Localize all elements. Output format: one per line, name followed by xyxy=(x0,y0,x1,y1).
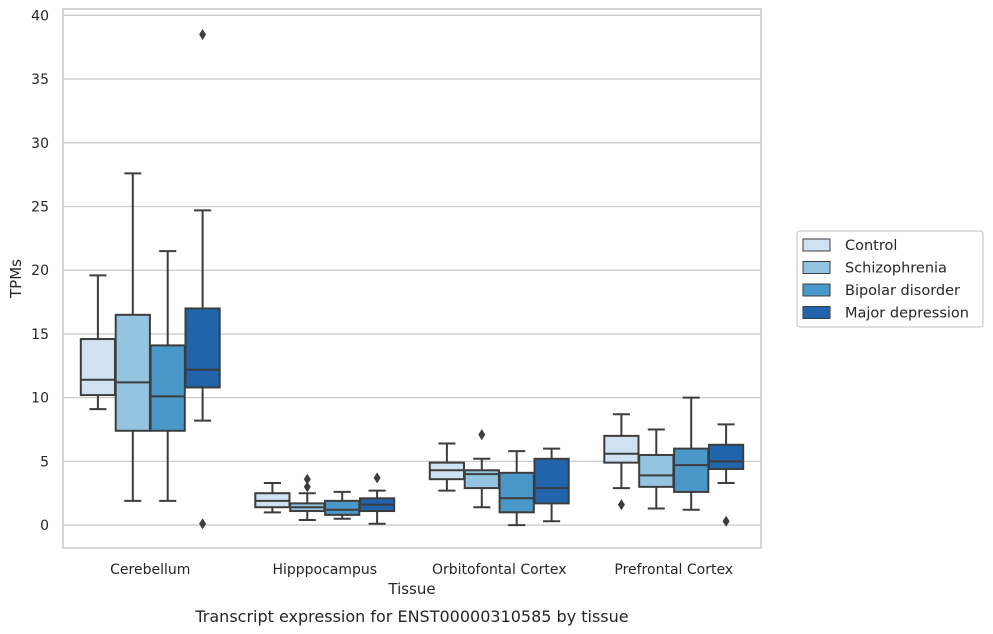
legend-swatch xyxy=(802,306,831,319)
y-tick-label: 35 xyxy=(31,72,49,88)
outlier-point xyxy=(373,472,381,484)
x-tick-label: Cerebellum xyxy=(110,562,190,578)
outlier-point xyxy=(199,518,207,530)
x-tick-label: Hipppocampus xyxy=(272,562,377,578)
outlier-point xyxy=(722,515,730,527)
box-schizophrenia xyxy=(289,473,326,521)
box-iqr xyxy=(184,307,221,389)
box-major-depression xyxy=(358,472,396,525)
box-iqr xyxy=(707,443,745,470)
y-tick-label: 25 xyxy=(31,200,49,216)
outlier-point xyxy=(617,499,625,511)
box-iqr xyxy=(533,457,570,505)
y-tick-label: 5 xyxy=(40,454,49,470)
box-control xyxy=(79,274,117,411)
legend-frame xyxy=(796,230,984,328)
x-tick-label: Prefrontal Cortex xyxy=(614,562,733,578)
box-iqr xyxy=(498,471,535,514)
box-major-depression xyxy=(184,28,221,530)
box-major-depression xyxy=(707,423,745,527)
outlier-point xyxy=(478,429,486,441)
y-axis-label: TPMs xyxy=(7,259,25,299)
legend-swatch xyxy=(802,283,831,297)
x-axis-label: Tissue xyxy=(387,580,435,598)
legend-label: Major depression xyxy=(845,306,969,322)
y-tick-label: 10 xyxy=(31,391,49,407)
x-tick-label: Orbitofontal Cortex xyxy=(432,562,567,578)
outlier-point xyxy=(199,28,207,40)
box-bipolar-disorder xyxy=(498,450,535,527)
plot-frame xyxy=(62,8,762,549)
outlier-point xyxy=(303,481,311,493)
y-tick-label: 40 xyxy=(31,8,49,24)
box-iqr xyxy=(673,447,710,493)
box-control xyxy=(254,482,291,514)
chart-caption: Transcript expression for ENST0000031058… xyxy=(194,607,628,626)
legend-swatch xyxy=(802,238,831,252)
box-iqr xyxy=(638,453,675,488)
box-iqr xyxy=(603,434,640,464)
box-control xyxy=(428,442,466,492)
box-iqr xyxy=(463,469,500,490)
box-iqr xyxy=(79,338,117,397)
y-tick-label: 20 xyxy=(31,263,49,279)
box-bipolar-disorder xyxy=(673,396,710,511)
box-schizophrenia xyxy=(114,172,151,502)
y-tick-label: 15 xyxy=(31,327,49,343)
box-iqr xyxy=(114,313,151,432)
y-tick-label: 0 xyxy=(40,518,49,534)
legend-label: Control xyxy=(845,238,897,254)
y-tick-labels: 0 5 10 15 20 25 30 35 40 xyxy=(31,8,49,534)
box-major-depression xyxy=(533,447,570,523)
legend-label: Schizophrenia xyxy=(845,261,947,277)
box-iqr xyxy=(149,344,186,432)
box-bipolar-disorder xyxy=(149,250,186,502)
outlier-point xyxy=(303,473,311,485)
x-tick-labels: Cerebellum Hipppocampus Orbitofontal Corte… xyxy=(110,562,733,578)
box-schizophrenia xyxy=(638,428,675,510)
box-control xyxy=(603,413,640,511)
legend-swatch xyxy=(802,261,831,274)
y-tick-label: 30 xyxy=(31,136,49,152)
box-schizophrenia xyxy=(463,429,500,509)
legend: Control Schizophrenia Bipolar disorder Majo… xyxy=(796,230,984,328)
legend-label: Bipolar disorder xyxy=(845,283,960,299)
box-iqr xyxy=(324,499,361,516)
boxes xyxy=(79,28,745,530)
